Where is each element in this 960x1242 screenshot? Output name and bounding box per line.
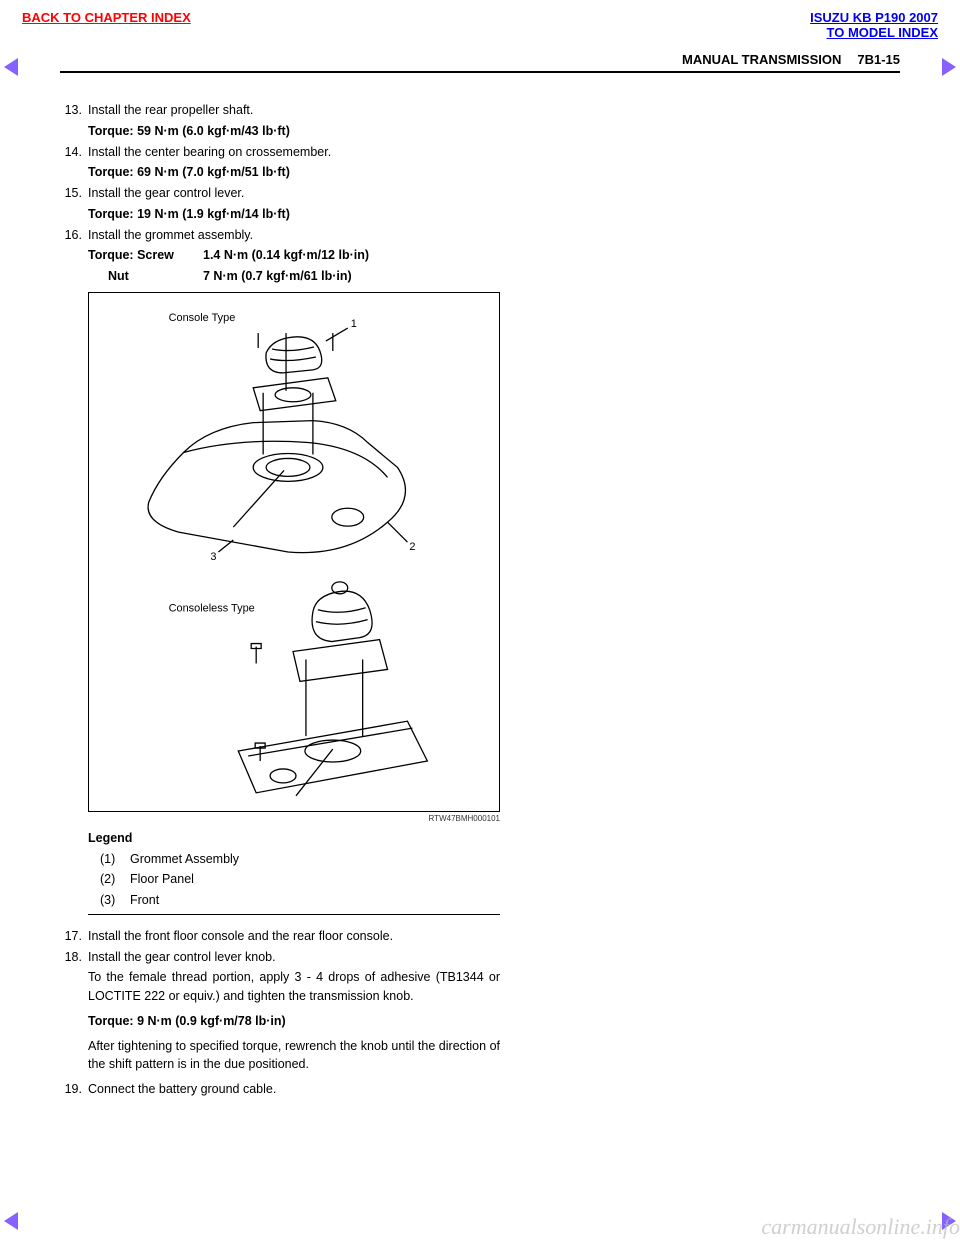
figure-label-console: Console Type [169,312,236,324]
figure-label-consoleless: Consoleless Type [169,602,255,614]
legend-text: Front [130,891,159,910]
console-drawing [148,328,407,553]
step-text: Install the grommet assembly. [88,226,500,245]
consoleless-drawing [238,582,427,796]
model-year-link[interactable]: ISUZU KB P190 2007 [810,10,938,25]
model-index-block: ISUZU KB P190 2007 TO MODEL INDEX [810,10,938,40]
callout-3: 3 [210,551,216,563]
step-number: 15. [60,184,88,203]
legend-num: (3) [100,891,130,910]
torque-value: 7 N·m (0.7 kgf·m/61 lb·in) [203,267,500,286]
step-number: 17. [60,927,88,946]
figure-caption: RTW47BMH000101 [88,813,500,825]
torque-16-screw: Torque: Screw 1.4 N·m (0.14 kgf·m/12 lb·… [88,246,500,265]
legend-row: (2) Floor Panel [100,870,500,889]
torque-18: Torque: 9 N·m (0.9 kgf·m/78 lb·in) [88,1012,500,1031]
step-text: Install the center bearing on crossememb… [88,143,500,162]
legend-text: Floor Panel [130,870,194,889]
to-model-index-link[interactable]: TO MODEL INDEX [827,25,938,40]
legend-row: (3) Front [100,891,500,910]
header-pageno: 7B1-15 [857,52,900,67]
step-text: Install the rear propeller shaft. [88,101,500,120]
step-text: Install the gear control lever. [88,184,500,203]
step-18-note-a: To the female thread portion, apply 3 - … [88,968,500,1006]
legend-divider [88,914,500,915]
page-body: MANUAL TRANSMISSION 7B1-15 13. Install t… [60,52,900,1099]
step-text: Connect the battery ground cable. [88,1080,500,1099]
top-links: BACK TO CHAPTER INDEX ISUZU KB P190 2007… [22,10,938,40]
figure-svg: Console Type [89,293,499,811]
prev-page-icon[interactable] [4,58,18,76]
torque-13: Torque: 59 N·m (6.0 kgf·m/43 lb·ft) [88,122,500,141]
step-13: 13. Install the rear propeller shaft. [60,101,500,120]
callout-1: 1 [351,318,357,330]
content-column: 13. Install the rear propeller shaft. To… [60,101,500,1099]
back-to-chapter-link[interactable]: BACK TO CHAPTER INDEX [22,10,191,40]
prev-page-bottom-icon[interactable] [4,1212,18,1230]
step-number: 14. [60,143,88,162]
step-17: 17. Install the front floor console and … [60,927,500,946]
step-18-note-b: After tightening to specified torque, re… [88,1037,500,1075]
watermark: carmanualsonline.info [761,1214,960,1240]
legend-text: Grommet Assembly [130,850,239,869]
step-text: Install the front floor console and the … [88,927,500,946]
page-header: MANUAL TRANSMISSION 7B1-15 [60,52,900,73]
torque-label: Nut [108,267,203,286]
legend-row: (1) Grommet Assembly [100,850,500,869]
step-number: 19. [60,1080,88,1099]
torque-16-nut: Nut 7 N·m (0.7 kgf·m/61 lb·in) [88,267,500,286]
next-page-icon[interactable] [942,58,956,76]
step-15: 15. Install the gear control lever. [60,184,500,203]
callout-2: 2 [409,541,415,553]
step-number: 13. [60,101,88,120]
step-number: 18. [60,948,88,967]
step-18: 18. Install the gear control lever knob. [60,948,500,967]
step-16: 16. Install the grommet assembly. [60,226,500,245]
legend-num: (1) [100,850,130,869]
legend-title: Legend [88,829,500,848]
figure-box: Console Type [88,292,500,812]
torque-value: 1.4 N·m (0.14 kgf·m/12 lb·in) [203,246,500,265]
legend-num: (2) [100,870,130,889]
torque-label: Torque: Screw [88,246,203,265]
step-number: 16. [60,226,88,245]
header-section: MANUAL TRANSMISSION [682,52,841,67]
step-text: Install the gear control lever knob. [88,948,500,967]
step-14: 14. Install the center bearing on crosse… [60,143,500,162]
step-19: 19. Connect the battery ground cable. [60,1080,500,1099]
torque-15: Torque: 19 N·m (1.9 kgf·m/14 lb·ft) [88,205,500,224]
torque-14: Torque: 69 N·m (7.0 kgf·m/51 lb·ft) [88,163,500,182]
